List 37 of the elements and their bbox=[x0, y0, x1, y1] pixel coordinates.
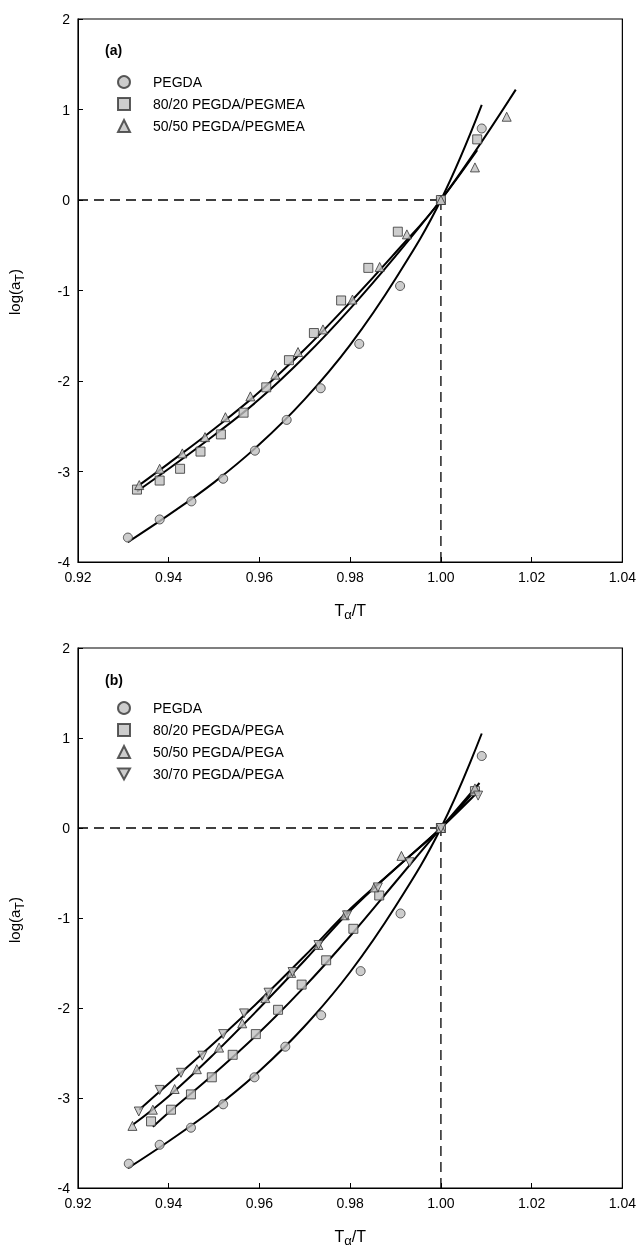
x-tick-label: 0.92 bbox=[64, 1195, 92, 1211]
legend-label: 30/70 PEGDA/PEGA bbox=[153, 766, 285, 782]
x-tick-label: 0.96 bbox=[245, 569, 274, 585]
y-tick-label: -1 bbox=[57, 282, 71, 299]
x-tick-label: 1.04 bbox=[608, 1195, 637, 1211]
legend-label: PEGDA bbox=[153, 74, 203, 90]
text: (b) bbox=[105, 672, 123, 688]
x-tick-label: 1.02 bbox=[518, 569, 546, 585]
x-tick-label: 1.00 bbox=[427, 1195, 455, 1211]
y-tick-label: -1 bbox=[57, 910, 71, 926]
y-tick-label: 0 bbox=[62, 192, 71, 208]
y-tick-label: -2 bbox=[57, 373, 71, 389]
x-tick-label: 0.94 bbox=[155, 1195, 183, 1211]
legend-label: 50/50 PEGDA/PEGMEA bbox=[153, 118, 306, 134]
x-tick-label: 0.96 bbox=[245, 1195, 274, 1211]
x-tick-label: 0.94 bbox=[155, 569, 183, 585]
x-tick-label: 0.98 bbox=[336, 1195, 365, 1211]
text: (a) bbox=[105, 42, 123, 58]
y-tick-label: -2 bbox=[57, 1000, 71, 1016]
y-tick-label: -4 bbox=[57, 1180, 71, 1196]
x-tick-label: 1.00 bbox=[427, 569, 455, 585]
y-tick-label: 0 bbox=[62, 820, 71, 836]
legend-label: 80/20 PEGDA/PEGA bbox=[153, 722, 285, 738]
y-tick-label: 2 bbox=[62, 640, 71, 656]
y-tick-label: 2 bbox=[62, 11, 71, 27]
legend-label: 50/50 PEGDA/PEGA bbox=[153, 744, 285, 760]
y-tick-label: -3 bbox=[57, 463, 71, 480]
legend-label: 80/20 PEGDA/PEGMEA bbox=[153, 96, 306, 112]
x-tick-label: 0.98 bbox=[336, 569, 365, 585]
x-tick-label: 0.92 bbox=[64, 569, 92, 585]
y-tick-label: -4 bbox=[57, 554, 71, 570]
x-tick-label: 1.04 bbox=[608, 569, 637, 585]
y-tick-label: 1 bbox=[62, 730, 71, 746]
y-tick-label: -3 bbox=[57, 1090, 71, 1106]
x-tick-label: 1.02 bbox=[518, 1195, 546, 1211]
y-tick-label: 1 bbox=[62, 101, 71, 118]
legend-label: PEGDA bbox=[153, 700, 203, 716]
